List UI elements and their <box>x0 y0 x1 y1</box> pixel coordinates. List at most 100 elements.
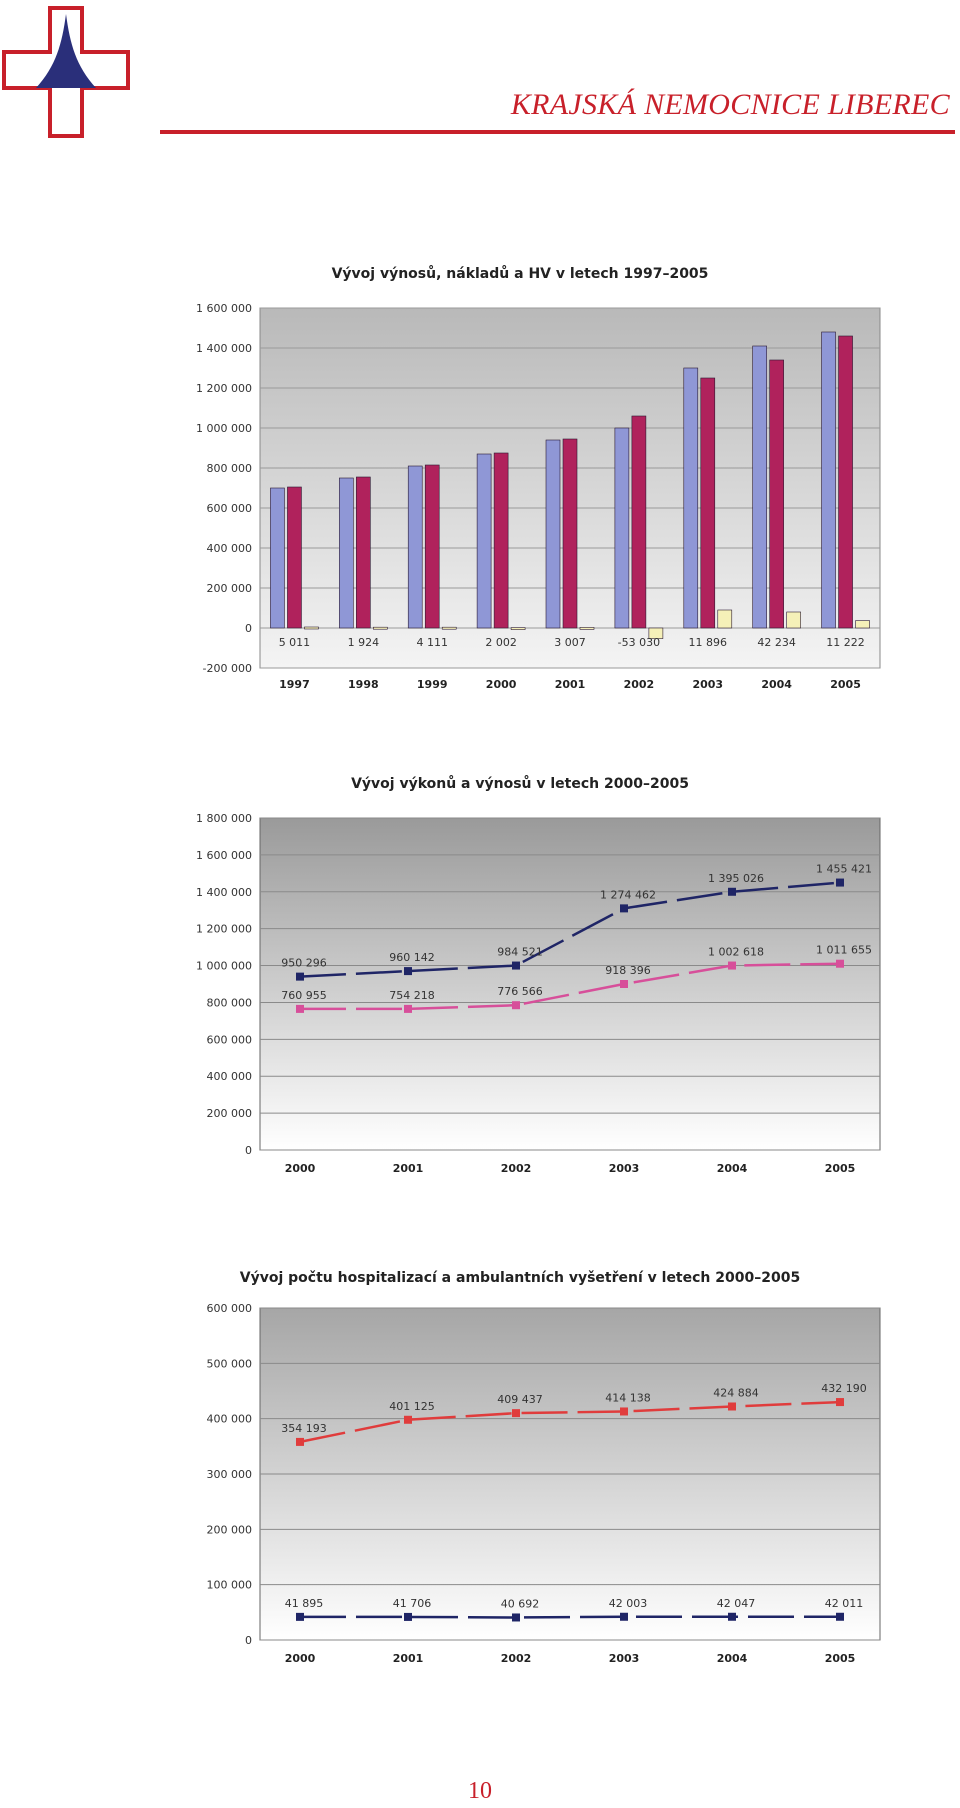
data-point <box>404 1004 412 1013</box>
y-tick-label: 1 800 000 <box>196 812 252 825</box>
data-point <box>836 878 844 887</box>
bar <box>821 331 836 629</box>
y-tick-label: 300 000 <box>207 1468 253 1481</box>
bar <box>339 477 354 629</box>
x-tick-label: 2002 <box>501 1652 532 1665</box>
data-point <box>728 1402 736 1411</box>
data-point <box>836 959 844 968</box>
series-line <box>299 1615 840 1619</box>
x-tick-label: 1999 <box>417 678 448 691</box>
bar <box>373 626 388 630</box>
data-point <box>296 1612 304 1621</box>
x-tick-label: 2005 <box>825 1652 856 1665</box>
data-label: 1 274 462 <box>600 888 656 901</box>
bar <box>270 487 285 629</box>
y-tick-label: 1 000 000 <box>196 960 252 973</box>
series-line <box>299 881 841 978</box>
data-point <box>836 1398 844 1407</box>
y-tick-label: 200 000 <box>207 1107 253 1120</box>
hospital-name: KRAJSKÁ NEMOCNICE LIBEREC <box>510 88 950 121</box>
data-point <box>512 961 520 970</box>
data-label: 754 218 <box>389 989 435 1002</box>
data-label: 3 007 <box>554 636 586 649</box>
header-rule <box>160 130 955 134</box>
bar <box>786 611 801 629</box>
y-tick-label: 1 600 000 <box>196 849 252 862</box>
bar <box>683 367 699 629</box>
y-tick-label: 200 000 <box>207 1523 253 1536</box>
data-point <box>620 904 628 913</box>
bar <box>614 427 630 629</box>
x-tick-label: 2000 <box>285 1652 316 1665</box>
page-number: 10 <box>468 1778 492 1804</box>
bar <box>562 438 578 629</box>
data-point <box>512 1613 520 1622</box>
y-tick-label: 800 000 <box>207 462 253 475</box>
chart-title: Vývoj výnosů, nákladů a HV v letech 1997… <box>331 266 709 282</box>
x-tick-label: 2005 <box>830 678 861 691</box>
data-label: 11 222 <box>826 636 865 649</box>
y-tick-label: 400 000 <box>207 542 253 555</box>
data-label: 1 455 421 <box>816 863 872 876</box>
data-point <box>620 1407 628 1416</box>
y-tick-label: 600 000 <box>207 1302 253 1315</box>
data-label: 11 896 <box>689 636 728 649</box>
data-label: 918 396 <box>605 964 651 977</box>
y-tick-label: 1 200 000 <box>196 382 252 395</box>
bar <box>304 626 319 630</box>
y-tick-label: 600 000 <box>207 502 253 515</box>
data-label: 2 002 <box>485 636 516 649</box>
data-label: 409 437 <box>497 1393 543 1406</box>
finance-bar-chart: Vývoj výnosů, nákladů a HV v letech 1997… <box>150 260 890 730</box>
data-point <box>296 1004 304 1013</box>
data-label: 354 193 <box>281 1422 327 1435</box>
data-label: 40 692 <box>501 1597 540 1610</box>
data-point <box>296 972 304 981</box>
data-point <box>728 961 736 970</box>
series-line <box>300 962 841 1011</box>
bar <box>545 439 561 629</box>
bar <box>769 359 784 629</box>
y-tick-label: 1 000 000 <box>196 422 252 435</box>
y-tick-label: 1 400 000 <box>196 886 252 899</box>
data-label: 41 895 <box>285 1597 324 1610</box>
bar <box>631 415 647 629</box>
hospital-logo <box>2 6 130 138</box>
x-tick-label: 1998 <box>348 678 379 691</box>
data-label: 1 011 655 <box>816 944 872 957</box>
data-label: 1 924 <box>348 636 380 649</box>
data-point <box>404 1612 412 1621</box>
x-tick-label: 2003 <box>609 1162 640 1175</box>
y-tick-label: 1 200 000 <box>196 923 252 936</box>
data-label: 4 111 <box>416 636 448 649</box>
data-label: 424 884 <box>713 1386 759 1399</box>
series-line <box>299 1400 841 1444</box>
data-point <box>728 887 736 896</box>
x-tick-label: 2003 <box>692 678 723 691</box>
bar <box>476 453 492 629</box>
plot-area <box>259 817 881 1151</box>
x-tick-label: 2004 <box>717 1162 748 1175</box>
bar <box>752 345 767 629</box>
data-point <box>512 1409 520 1418</box>
bar <box>855 620 870 629</box>
bar <box>510 627 526 630</box>
data-label: 414 138 <box>605 1391 651 1404</box>
bar <box>648 627 664 639</box>
y-tick-label: 500 000 <box>207 1357 253 1370</box>
data-label: 950 296 <box>281 957 327 970</box>
bar <box>493 452 509 629</box>
y-tick-label: 400 000 <box>207 1070 253 1083</box>
x-tick-label: 2003 <box>609 1652 640 1665</box>
x-tick-label: 2001 <box>555 678 586 691</box>
x-tick-label: 2004 <box>761 678 792 691</box>
bar <box>579 627 595 630</box>
x-tick-label: 2001 <box>393 1162 424 1175</box>
x-tick-label: 2002 <box>501 1162 532 1175</box>
x-tick-label: 1997 <box>279 678 310 691</box>
x-tick-label: 2000 <box>486 678 517 691</box>
bar <box>424 464 440 629</box>
y-tick-label: 0 <box>245 1634 252 1647</box>
y-tick-label: -200 000 <box>203 662 252 675</box>
data-label: 760 955 <box>281 989 327 1002</box>
